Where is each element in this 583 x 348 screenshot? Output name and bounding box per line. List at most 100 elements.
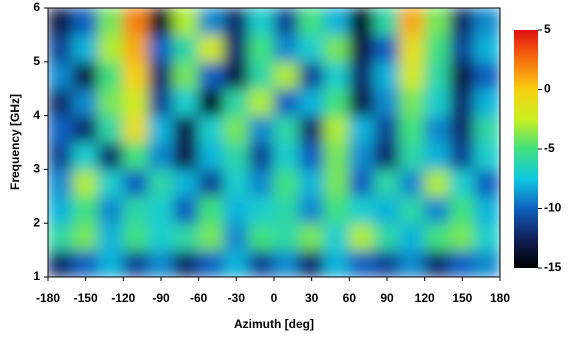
heat-cell	[424, 222, 451, 251]
heat-cell	[223, 115, 250, 143]
heat-cell	[198, 8, 225, 36]
heat-cell	[449, 8, 476, 36]
colorbar-tick-label: 0	[544, 82, 551, 96]
heat-cell	[198, 168, 225, 197]
heat-cell	[373, 142, 401, 170]
heat-cell	[97, 249, 124, 277]
heat-cell	[173, 249, 200, 277]
heat-cell	[223, 168, 250, 197]
heat-cell	[298, 142, 325, 170]
heat-cell	[449, 61, 476, 90]
x-tick-label: -90	[152, 291, 170, 305]
heat-cell	[198, 88, 225, 117]
heat-cell	[373, 168, 401, 197]
heat-cell	[147, 8, 175, 36]
heat-cell	[48, 249, 74, 277]
heat-cell	[323, 142, 350, 170]
heat-cell	[97, 61, 124, 90]
heat-cell	[147, 115, 175, 143]
heat-cell	[97, 34, 124, 63]
heat-cell	[48, 8, 74, 36]
heat-cell	[223, 88, 250, 117]
heat-cell	[122, 8, 149, 36]
heat-cell	[223, 222, 250, 251]
heat-cell	[147, 34, 175, 63]
x-tick-label: -30	[228, 291, 246, 305]
heat-cell	[248, 34, 275, 63]
heat-cell	[198, 195, 225, 224]
heat-cell	[298, 222, 325, 251]
heat-cell	[399, 222, 426, 251]
x-tick-label: -180	[36, 291, 60, 305]
x-tick-label: 30	[305, 291, 319, 305]
y-tick-label: 4	[33, 108, 40, 122]
heat-cell	[223, 34, 250, 63]
heat-cell	[449, 88, 476, 117]
heat-cell	[273, 222, 300, 251]
heat-cell	[147, 88, 175, 117]
heat-cell	[97, 142, 124, 170]
heat-cell	[399, 249, 426, 277]
heat-cell	[348, 61, 375, 90]
heat-cell	[223, 249, 250, 277]
heat-cell	[273, 249, 300, 277]
heat-cell	[223, 142, 250, 170]
heat-cell	[97, 8, 124, 36]
heat-cell	[474, 88, 500, 117]
heat-cell	[273, 168, 300, 197]
x-tick-label: 150	[452, 291, 472, 305]
heat-cell	[323, 88, 350, 117]
heat-cell	[122, 195, 149, 224]
y-tick-label: 2	[33, 215, 40, 229]
heat-cell	[248, 142, 275, 170]
x-tick-label: 60	[343, 291, 357, 305]
heat-cell	[474, 61, 500, 90]
heat-cell	[122, 222, 149, 251]
heat-cell	[173, 222, 200, 251]
heat-cell	[72, 8, 99, 36]
heat-cell	[373, 195, 401, 224]
heat-cell	[474, 168, 500, 197]
heat-cell	[323, 115, 350, 143]
heat-cell	[273, 88, 300, 117]
heat-cell	[248, 222, 275, 251]
heat-cell	[424, 34, 451, 63]
heat-cell	[373, 8, 401, 36]
heat-cell	[273, 142, 300, 170]
heat-cell	[48, 195, 74, 224]
heat-cell	[48, 61, 74, 90]
heat-cell	[348, 8, 375, 36]
heat-cell	[147, 61, 175, 90]
heat-cell	[122, 142, 149, 170]
heat-cell	[122, 249, 149, 277]
heat-cell	[474, 195, 500, 224]
heat-cell	[298, 195, 325, 224]
heat-cell	[373, 34, 401, 63]
heat-cell	[97, 115, 124, 143]
heat-cell	[72, 61, 99, 90]
heatmap	[48, 8, 500, 277]
colorbar-tick-label: -5	[544, 141, 555, 155]
heat-cell	[147, 168, 175, 197]
heat-cell	[147, 195, 175, 224]
heat-cell	[48, 115, 74, 143]
heat-cell	[348, 115, 375, 143]
heat-cell	[348, 142, 375, 170]
heat-cell	[373, 115, 401, 143]
heat-cell	[198, 142, 225, 170]
heat-cell	[424, 168, 451, 197]
colorbar-tick-label: 5	[544, 22, 551, 36]
heat-cell	[323, 222, 350, 251]
heat-cell	[72, 249, 99, 277]
heat-cell	[223, 8, 250, 36]
heat-cell	[97, 88, 124, 117]
heat-cell	[173, 34, 200, 63]
heat-cell	[474, 34, 500, 63]
y-tick-label: 1	[33, 269, 40, 283]
heat-cell	[72, 195, 99, 224]
heat-cell	[248, 195, 275, 224]
x-axis-title: Azimuth [deg]	[234, 317, 314, 331]
heat-cell	[323, 195, 350, 224]
heat-cell	[72, 115, 99, 143]
